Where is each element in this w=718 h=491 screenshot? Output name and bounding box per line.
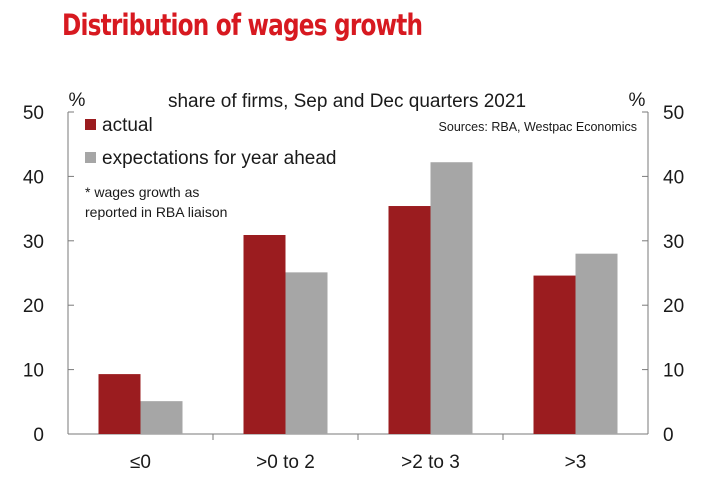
y-tick-label-left: 40 bbox=[23, 167, 44, 188]
left-axis-unit: % bbox=[69, 90, 86, 111]
bar-expectations-2 bbox=[285, 272, 328, 434]
chart-title: share of firms, Sep and Dec quarters 202… bbox=[168, 91, 526, 112]
y-tick-label-right: 10 bbox=[663, 361, 684, 382]
footnote-line-2: reported in RBA liaison bbox=[85, 204, 227, 220]
bars bbox=[98, 162, 618, 434]
legend: actual expectations for year ahead bbox=[85, 115, 337, 169]
x-tick-label: >3 bbox=[565, 452, 587, 473]
y-tick-label-left: 20 bbox=[23, 296, 44, 317]
bar-actual-1 bbox=[98, 374, 141, 434]
right-axis-unit: % bbox=[629, 90, 646, 111]
footnote-line-1: * wages growth as bbox=[85, 184, 199, 200]
y-tick-label-left: 10 bbox=[23, 361, 44, 382]
bar-actual-4 bbox=[533, 275, 576, 434]
y-tick-label-left: 30 bbox=[23, 232, 44, 253]
y-tick-label-left: 50 bbox=[23, 103, 44, 124]
y-tick-label-right: 40 bbox=[663, 167, 684, 188]
y-tick-label-right: 30 bbox=[663, 232, 684, 253]
bar-expectations-3 bbox=[430, 162, 473, 434]
bar-actual-2 bbox=[243, 235, 286, 434]
bar-actual-3 bbox=[388, 206, 431, 434]
page-title: Distribution of wages growth bbox=[62, 8, 423, 42]
legend-swatch-actual bbox=[85, 119, 96, 130]
bar-expectations-1 bbox=[140, 401, 183, 434]
y-tick-label-right: 20 bbox=[663, 296, 684, 317]
tick-labels: 0 0 10 10 20 20 30 30 40 40 50 50 ≤0 >0 to 2 >2 to 3 >3 bbox=[23, 103, 684, 473]
x-tick-label: ≤0 bbox=[130, 452, 151, 473]
legend-swatch-expectations bbox=[85, 152, 96, 163]
bar-expectations-4 bbox=[575, 253, 618, 434]
source-note: Sources: RBA, Westpac Economics bbox=[439, 120, 637, 134]
y-tick-label-right: 50 bbox=[663, 103, 684, 124]
x-tick-label: >2 to 3 bbox=[401, 452, 460, 473]
legend-label-expectations: expectations for year ahead bbox=[102, 148, 337, 169]
y-tick-label-right: 0 bbox=[663, 425, 674, 446]
x-tick-label: >0 to 2 bbox=[256, 452, 315, 473]
legend-label-actual: actual bbox=[102, 115, 153, 136]
y-tick-label-left: 0 bbox=[33, 425, 44, 446]
